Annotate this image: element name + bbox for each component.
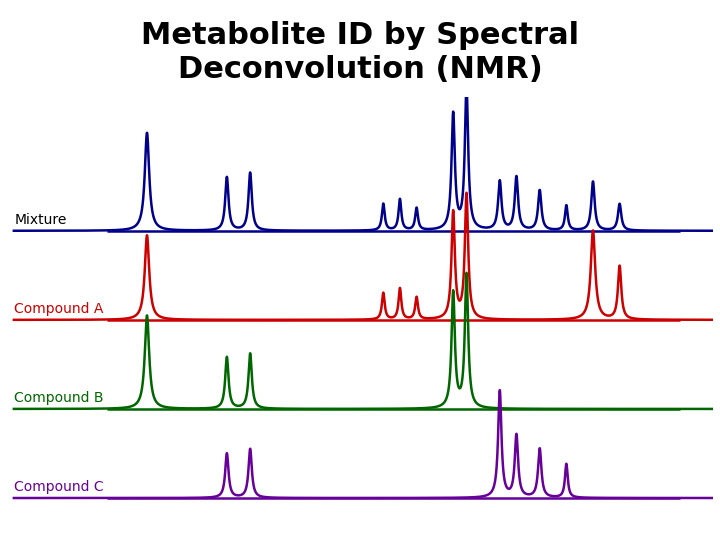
Text: Compound A: Compound A [14, 302, 104, 316]
Title: Metabolite ID by Spectral
Deconvolution (NMR): Metabolite ID by Spectral Deconvolution … [141, 21, 579, 84]
Text: Mixture: Mixture [14, 213, 67, 227]
Text: Compound C: Compound C [14, 481, 104, 495]
Text: Compound B: Compound B [14, 392, 104, 406]
